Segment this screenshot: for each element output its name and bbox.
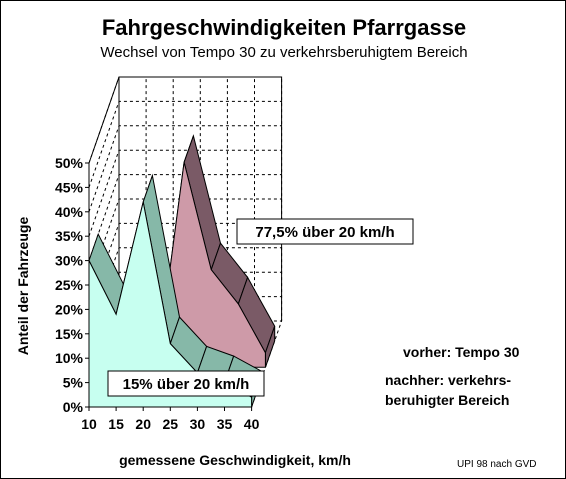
annotation-front-box — [107, 370, 265, 397]
annotation-front: 15% über 20 km/h — [107, 370, 265, 397]
legend-series-front-line2: beruhigter Bereich — [385, 392, 509, 408]
y-tick-label: 30% — [55, 253, 84, 269]
y-tick-label: 15% — [55, 326, 84, 342]
x-tick-label: 20 — [135, 416, 151, 432]
x-tick-label: 10 — [81, 416, 97, 432]
y-tick-label: 45% — [55, 179, 84, 195]
y-tick-label: 0% — [63, 399, 84, 415]
y-tick-label: 25% — [55, 277, 84, 293]
x-tick-label: 30 — [190, 416, 206, 432]
credit-text: UPI 98 nach GVD — [457, 459, 536, 470]
annotation-front-text: 15% über 20 km/h — [123, 376, 250, 393]
back-wall-edge — [88, 76, 283, 321]
legend-series-front-line1: nachher: verkehrs- — [385, 372, 511, 388]
series-back-face — [156, 162, 266, 368]
legend-series-back: vorher: Tempo 30 — [403, 344, 520, 360]
x-tick-label: 40 — [244, 416, 260, 432]
x-tick-label: 15 — [108, 416, 124, 432]
annotation-back: 77,5% über 20 km/h — [236, 218, 414, 245]
x-tick-label: 35 — [217, 416, 233, 432]
chart-subtitle: Wechsel von Tempo 30 zu verkehrsberuhigt… — [100, 44, 467, 61]
chart-title: Fahrgeschwindigkeiten Pfarrgasse — [102, 15, 466, 40]
y-tick-label: 10% — [55, 350, 84, 366]
y-tick-label: 20% — [55, 301, 84, 317]
series-front-group — [88, 173, 262, 408]
y-tick-label: 40% — [55, 204, 84, 220]
annotation-back-box — [236, 218, 414, 245]
x-tick-label: 25 — [163, 416, 179, 432]
series-back-group — [156, 134, 276, 368]
x-axis-label: gemessene Geschwindigkeit, km/h — [119, 452, 351, 468]
y-tick-label: 5% — [63, 375, 84, 391]
y-tick-label: 50% — [55, 155, 84, 171]
annotation-back-text: 77,5% über 20 km/h — [255, 224, 394, 241]
y-axis-label: Anteil der Fahrzeuge — [15, 217, 31, 356]
y-tick-label: 35% — [55, 228, 84, 244]
series-front-face — [88, 201, 253, 408]
axes-group: 0% 5% 10% 15% 20% 25% 30% 35% 40% 45% 50% 10 15 20 25 3… — [55, 155, 260, 432]
